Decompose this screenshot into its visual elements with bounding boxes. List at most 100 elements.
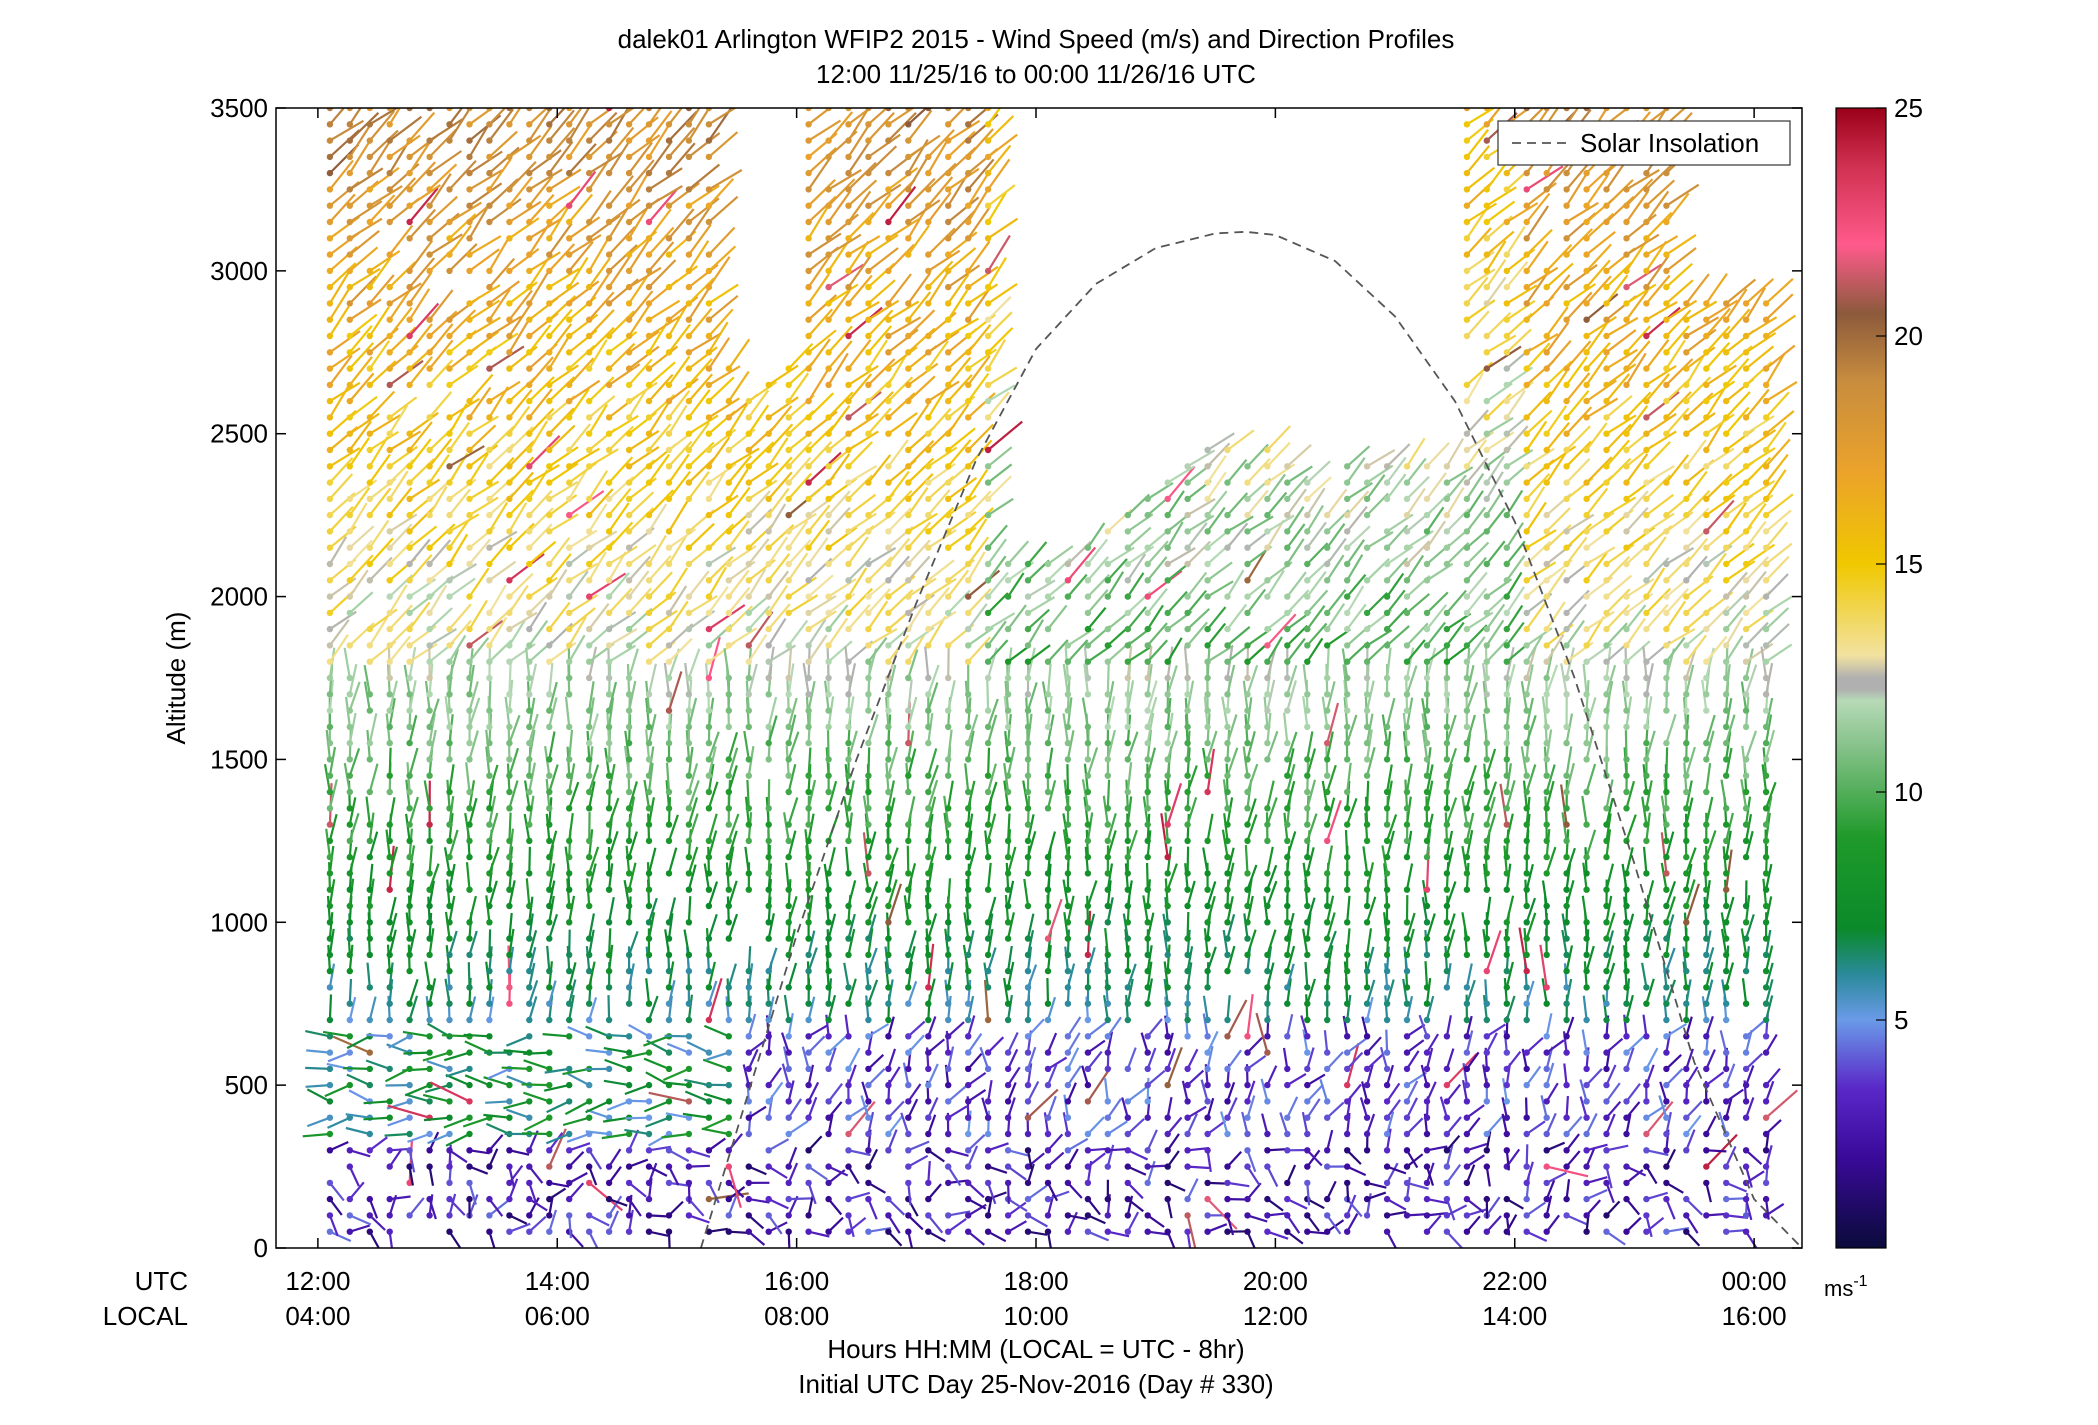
wind-barb-point: [446, 316, 453, 323]
wind-barb-stem: [628, 239, 651, 272]
wind-barb-stem: [305, 1030, 331, 1038]
wind-barb-point: [526, 919, 533, 926]
wind-barb-stem: [1126, 731, 1139, 760]
wind-barb-point: [845, 251, 852, 258]
wind-barb-point: [486, 821, 493, 828]
wind-barb-point: [865, 642, 872, 649]
wind-barb-point: [925, 935, 932, 942]
wind-barb-point: [1004, 1081, 1012, 1089]
wind-barb-stem: [688, 373, 714, 402]
wind-barb-point: [905, 544, 912, 551]
wind-barb-stem: [628, 680, 637, 711]
wind-barb-point: [406, 625, 413, 633]
wind-barb-stem: [1046, 898, 1063, 939]
wind-barb-stem: [1027, 1018, 1045, 1038]
wind-barb-stem: [609, 108, 611, 109]
wind-barb-point: [785, 446, 792, 454]
wind-barb-point: [645, 739, 653, 747]
wind-barb-point: [426, 674, 433, 682]
wind-barb-point: [925, 186, 932, 193]
wind-barb-stem: [828, 283, 859, 305]
wind-barb-stem: [568, 729, 574, 760]
wind-barb-stem: [900, 1112, 910, 1135]
wind-barb-point: [466, 935, 473, 942]
wind-barb-point: [705, 723, 713, 731]
wind-barb-point: [466, 446, 473, 454]
wind-barb-point: [1044, 935, 1052, 942]
wind-barb-point: [1044, 853, 1052, 861]
wind-barb-point: [845, 609, 852, 617]
wind-barb-point: [406, 349, 413, 356]
wind-barb-point: [605, 837, 613, 845]
wind-barb-point: [566, 511, 573, 519]
wind-barb-stem: [747, 946, 752, 972]
wind-barb-point: [825, 218, 832, 226]
wind-barb-stem: [588, 108, 614, 126]
wind-barb-stem: [1166, 1032, 1174, 1053]
wind-barb-stem: [329, 354, 353, 386]
wind-barb-stem: [807, 410, 838, 435]
wind-barb-stem: [368, 110, 396, 142]
wind-barb-stem: [528, 193, 555, 223]
wind-barb-stem: [428, 1198, 437, 1220]
wind-barb-stem: [748, 1105, 767, 1119]
wind-barb-stem: [348, 140, 371, 174]
wind-barb-point: [1204, 886, 1211, 893]
wind-barb-stem: [767, 536, 789, 565]
wind-barb-point: [1124, 593, 1132, 600]
wind-barb-stem: [348, 486, 371, 516]
wind-barb-stem: [887, 376, 914, 402]
wind-barb-point: [366, 365, 373, 372]
wind-barb-point: [625, 756, 633, 763]
wind-barb-point: [1004, 772, 1012, 779]
wind-barb-point: [865, 1114, 872, 1121]
wind-barb-point: [765, 560, 772, 568]
wind-barb-point: [466, 414, 473, 421]
wind-barb-stem: [445, 1073, 470, 1087]
wind-barb-point: [566, 837, 573, 845]
wind-barb-point: [466, 235, 473, 242]
wind-barb-point: [605, 1049, 613, 1056]
wind-barb-point: [326, 1130, 334, 1138]
wind-barb-point: [945, 235, 952, 242]
wind-barb-point: [1164, 805, 1171, 812]
wind-barb-point: [605, 381, 613, 389]
wind-barb-stem: [1046, 1032, 1058, 1054]
wind-barb-stem: [947, 317, 979, 337]
wind-barb-point: [1104, 1016, 1112, 1024]
wind-barb-stem: [687, 846, 699, 874]
wind-barb-point: [705, 756, 713, 763]
wind-barb-point: [1004, 853, 1012, 861]
wind-barb-point: [326, 1114, 334, 1121]
wind-barb-stem: [967, 128, 994, 158]
wind-barb-point: [825, 723, 832, 731]
wind-barb-point: [625, 967, 633, 975]
wind-barb-point: [586, 984, 593, 991]
wind-barb-point: [466, 951, 473, 959]
wind-barb-point: [566, 381, 573, 389]
wind-barb-stem: [907, 199, 941, 223]
wind-barb-point: [705, 902, 713, 910]
wind-barb-point: [705, 805, 713, 812]
wind-barb-point: [526, 1000, 533, 1007]
wind-barb-point: [466, 544, 473, 551]
wind-barb-stem: [1003, 977, 1010, 1004]
wind-barb-point: [825, 1114, 832, 1121]
wind-barb-stem: [725, 996, 730, 1021]
wind-barb-point: [366, 1081, 373, 1089]
wind-barb-stem: [349, 591, 374, 614]
wind-barb-stem: [768, 1198, 789, 1210]
wind-barb-point: [765, 1033, 772, 1040]
wind-barb-point: [426, 984, 433, 991]
wind-barb-stem: [588, 863, 597, 890]
wind-barb-stem: [329, 119, 364, 142]
wind-barb-stem: [767, 503, 787, 532]
wind-barb-stem: [1127, 1165, 1147, 1176]
wind-barb-point: [566, 479, 573, 486]
wind-barb-stem: [807, 1081, 820, 1102]
wind-barb-stem: [1107, 546, 1135, 565]
wind-barb-point: [1124, 609, 1132, 617]
wind-barb-point: [366, 739, 373, 747]
wind-barb-point: [1084, 1098, 1092, 1105]
wind-barb-point: [725, 1163, 732, 1170]
